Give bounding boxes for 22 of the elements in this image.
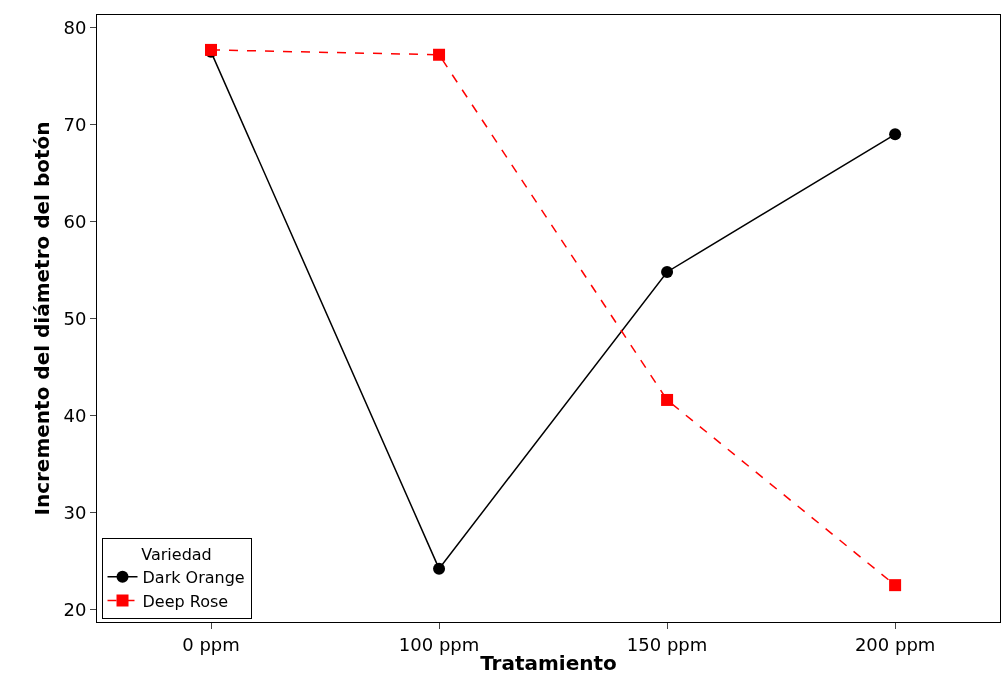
point: [661, 265, 674, 278]
point: [889, 579, 902, 592]
y-tick-label: 80: [63, 16, 87, 38]
point: [433, 48, 446, 61]
point: [889, 128, 902, 141]
x-axis-title: Tratamiento: [480, 651, 617, 676]
x-tick-label: 0 ppm: [182, 633, 240, 655]
legend-label: Dark Orange: [142, 567, 245, 587]
y-tick-label: 70: [63, 113, 87, 135]
y-tick-label: 40: [63, 404, 87, 426]
y-tick-label: 60: [63, 210, 87, 232]
y-tick-label: 20: [63, 598, 87, 620]
y-tick-label: 50: [63, 307, 87, 329]
y-tick-label: 30: [63, 501, 87, 523]
x-tick-label: 100 ppm: [398, 633, 480, 655]
point: [433, 562, 446, 575]
x-tick-label: 150 ppm: [626, 633, 708, 655]
legend-label: Deep Rose: [142, 591, 229, 611]
point: [661, 393, 674, 406]
x-tick-label: 200 ppm: [854, 633, 936, 655]
y-axis-title: Incremento del diámetro del botón: [29, 121, 54, 516]
legend-title: Variedad: [141, 544, 212, 564]
